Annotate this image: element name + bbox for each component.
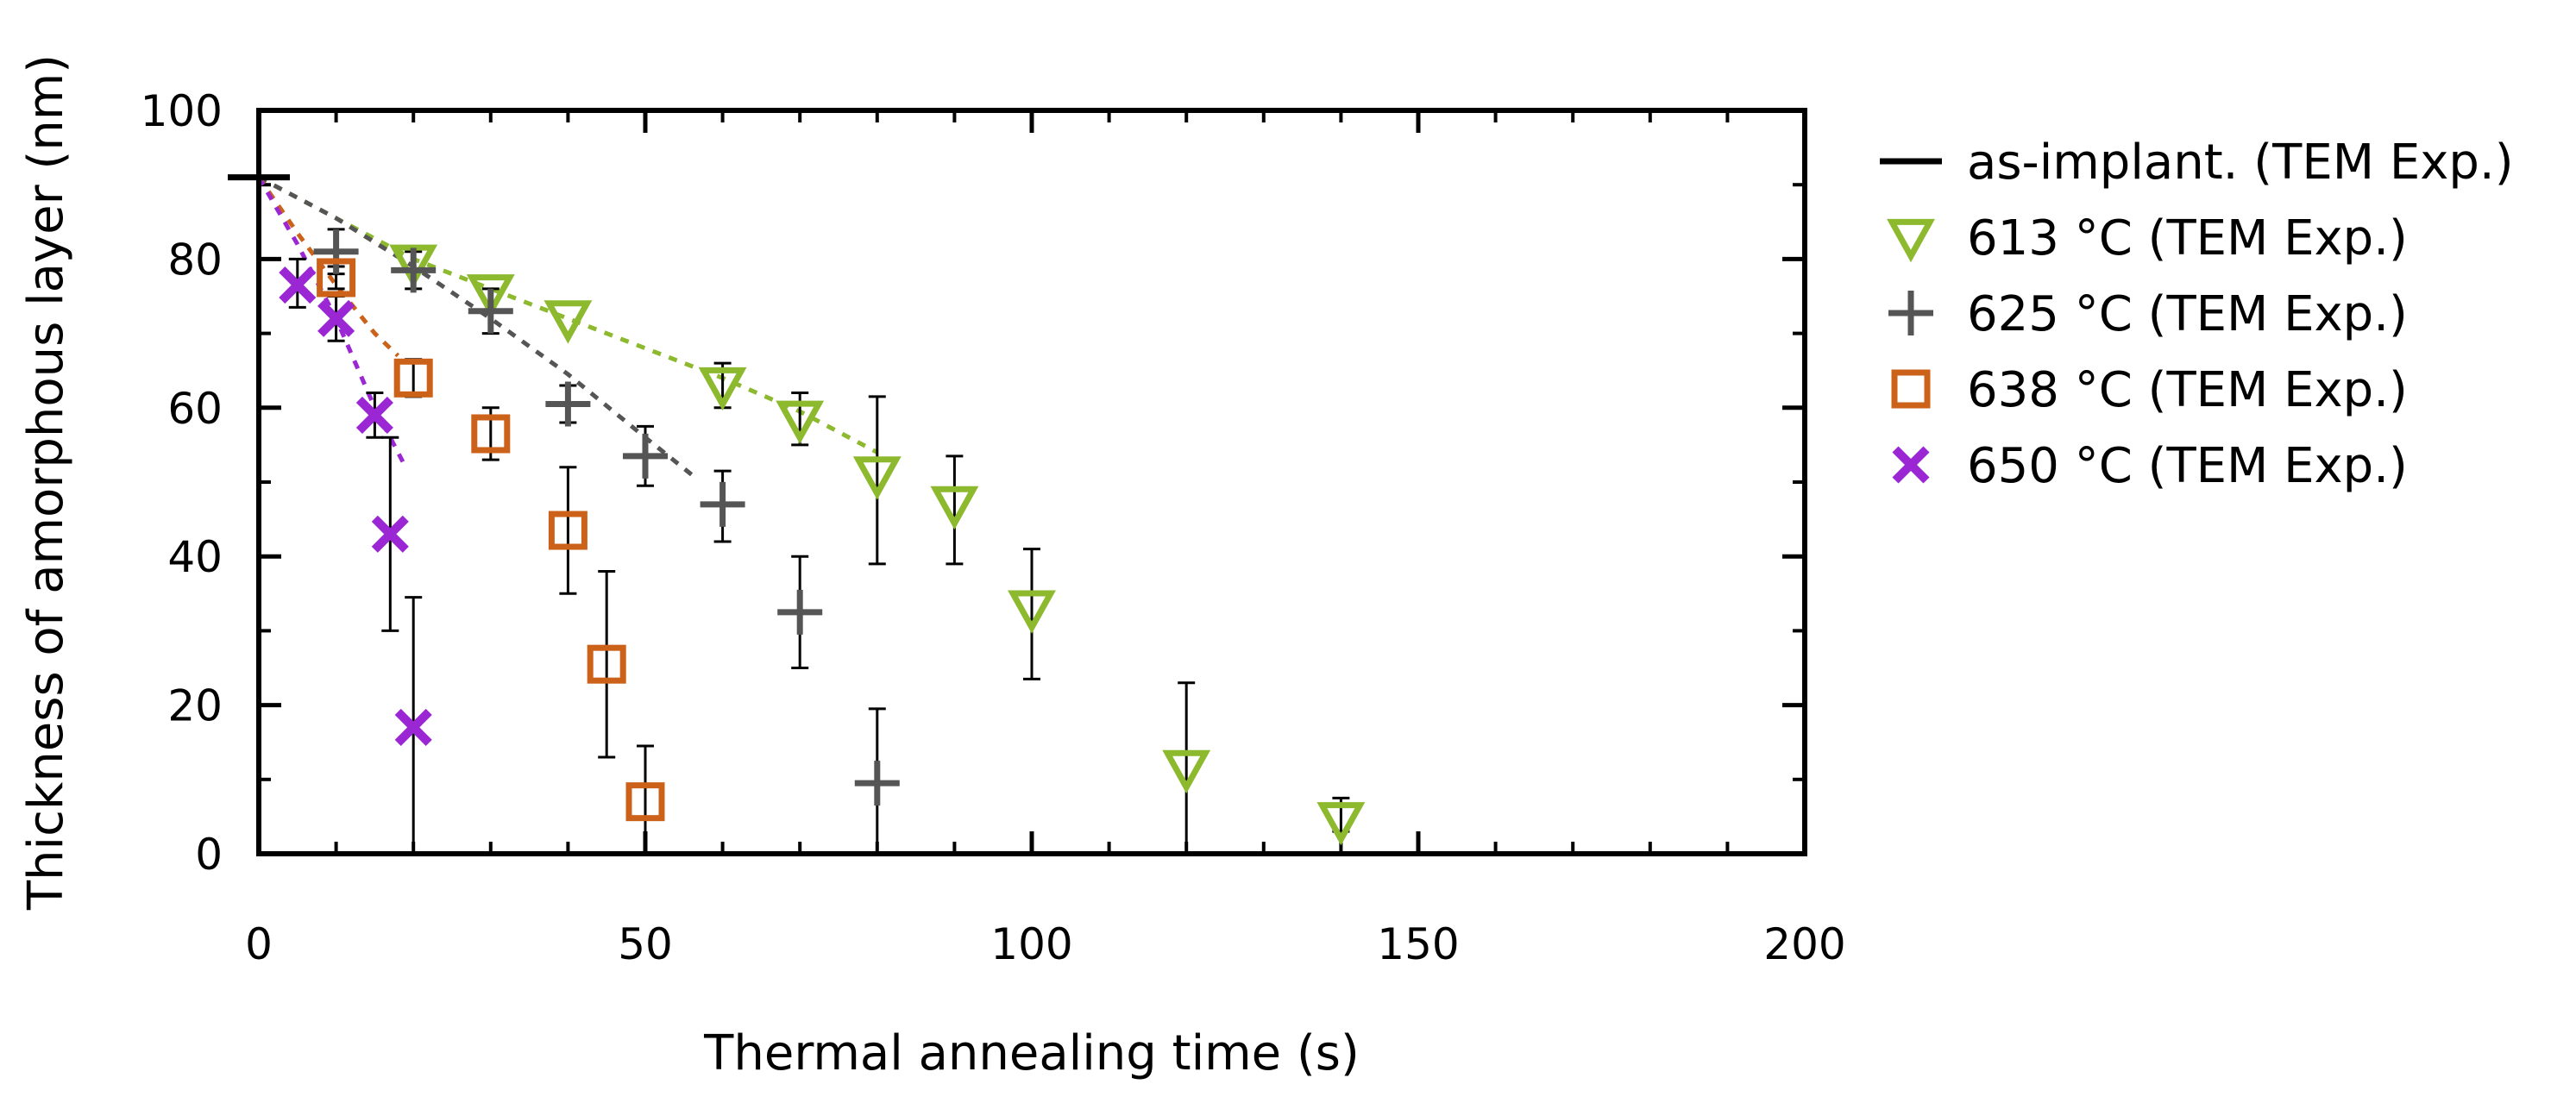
data-point-triangle-down [1316, 802, 1366, 846]
legend-marker-square [1891, 369, 1931, 409]
y-tick-label: 60 [167, 384, 223, 434]
data-point-cross [355, 396, 393, 434]
legend-item: 638 °C (TEM Exp.) [1891, 362, 2408, 418]
legend-marker-triangle-down [1887, 218, 1935, 263]
data-point-plus [854, 761, 900, 806]
data-point-plus [623, 433, 668, 479]
data-point-cross [394, 708, 432, 746]
x-tick-label: 50 [618, 919, 673, 969]
error-bar [1023, 548, 1040, 680]
data-point-plus [777, 589, 823, 635]
data-point-square [587, 644, 626, 684]
data-point-triangle-down [1008, 590, 1056, 634]
legend-item: 613 °C (TEM Exp.) [1887, 210, 2408, 266]
data-point-cross [371, 515, 409, 553]
data-point-plus [391, 248, 437, 293]
y-tick-label: 40 [167, 532, 223, 582]
data-point-square [393, 358, 433, 398]
y-tick-label: 20 [167, 681, 223, 731]
data-point-triangle-down [466, 274, 515, 318]
legend-label: 638 °C (TEM Exp.) [1967, 362, 2408, 418]
data-point-cross [279, 266, 317, 304]
y-axis-title: Thickness of amorphous layer (nm) [18, 54, 74, 911]
data-point-square [548, 511, 587, 550]
ticks-layer [256, 108, 1807, 856]
error-bars [288, 228, 1350, 855]
data-point-plus [468, 288, 513, 334]
data-point-triangle-down [776, 400, 825, 444]
data-point-plus [700, 481, 745, 527]
legend-marker-plus [1888, 291, 1933, 335]
legend-label: 625 °C (TEM Exp.) [1967, 286, 2408, 342]
data-point-triangle-down [543, 300, 593, 344]
error-bar [868, 395, 886, 566]
legend-item: as-implant. (TEM Exp.) [1880, 135, 2514, 191]
tick-labels: 0 50 100 150 200 0 20 40 60 80 100 [141, 86, 1846, 969]
legend-label: 650 °C (TEM Exp.) [1967, 438, 2408, 494]
error-bar [946, 454, 964, 566]
data-point-plus [313, 229, 359, 274]
error-bar [598, 569, 616, 759]
x-tick-label: 150 [1377, 919, 1459, 969]
y-tick-label: 80 [167, 235, 223, 285]
x-axis-title: Thermal annealing time (s) [703, 1025, 1360, 1081]
x-tick-label: 200 [1763, 919, 1845, 969]
error-bar [559, 466, 577, 595]
data-point-triangle-down [698, 367, 747, 411]
legend-label: 613 °C (TEM Exp.) [1967, 210, 2408, 266]
legend: as-implant. (TEM Exp.) 613 °C (TEM Exp.) 6… [1880, 135, 2514, 494]
legend-item: 625 °C (TEM Exp.) [1888, 286, 2408, 342]
y-tick-label: 0 [195, 830, 223, 880]
error-bar [405, 358, 423, 398]
legend-item: 650 °C (TEM Exp.) [1892, 438, 2408, 494]
data-point-square [471, 414, 511, 454]
data-point-square [625, 782, 665, 822]
data-point-plus [545, 381, 591, 427]
error-bar [1178, 681, 1196, 855]
plot-frame [256, 108, 1807, 856]
fit-lines [256, 175, 878, 477]
y-tick-label: 100 [141, 86, 223, 136]
legend-label: as-implant. (TEM Exp.) [1967, 135, 2514, 191]
legend-marker-cross [1892, 446, 1930, 484]
data-points [228, 174, 1366, 846]
data-point-triangle-down [930, 486, 979, 530]
data-point-cross [317, 299, 355, 337]
data-point-triangle-down [852, 456, 902, 500]
data-point-square [317, 258, 356, 298]
data-point-triangle-down [389, 244, 438, 288]
x-tick-label: 0 [245, 919, 273, 969]
data-point-triangle-down [1162, 749, 1211, 794]
error-bar [637, 744, 654, 855]
x-tick-label: 100 [990, 919, 1072, 969]
